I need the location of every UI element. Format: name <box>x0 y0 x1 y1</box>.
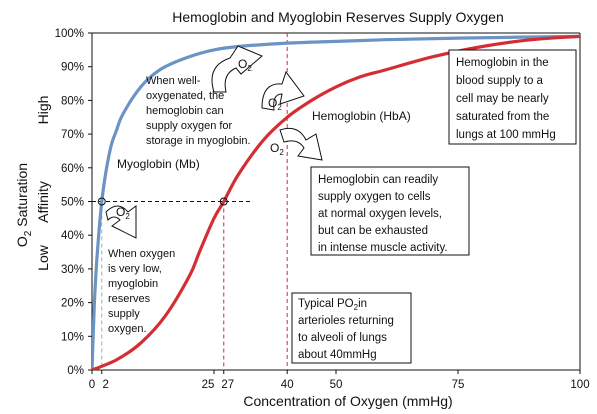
y-tick-label: 70% <box>61 129 84 141</box>
y-axis-label: O2 Saturation <box>14 163 34 247</box>
x-tick-label: 100 <box>570 379 589 391</box>
affinity-high-label: High <box>35 96 51 125</box>
y-tick-label: 90% <box>61 62 84 74</box>
chart-title: Hemoglobin and Myoglobin Reserves Supply… <box>172 9 504 25</box>
x-axis-label: Concentration of Oxygen (mmHg) <box>243 393 452 409</box>
hemoglobin-curve <box>92 34 580 370</box>
o2-arrow-low: O2 <box>105 205 137 239</box>
po2-box: Typical PO2in arterioles returning to al… <box>291 292 412 364</box>
x-tick-label: 25 <box>202 379 215 391</box>
svg-text:O2 Saturation: O2 Saturation <box>14 163 34 247</box>
data-markers <box>97 197 228 206</box>
svg-text:O2: O2 <box>116 205 130 221</box>
hemoglobin-label: Hemoglobin (HbA) <box>312 109 411 123</box>
svg-text:O2: O2 <box>270 141 284 157</box>
x-tick-label: 75 <box>452 379 465 391</box>
y-tick-label: 0% <box>67 365 84 377</box>
y-ticks: 0% 10% 20% 30% 40% 50% 60% 70% 80% 90% 100% <box>55 28 92 377</box>
readily-supply-box: Hemoglobin can readily supply oxygen to … <box>310 166 470 256</box>
y-tick-label: 100% <box>55 28 84 40</box>
y-tick-label: 60% <box>61 163 84 175</box>
y-label-rest: Saturation <box>14 163 30 231</box>
y-tick-label: 10% <box>61 331 84 343</box>
blood-supply-box: Hemoglobin in the blood supply to a cell… <box>448 49 577 145</box>
x-tick-label: 27 <box>221 379 234 391</box>
o2-arrow-middle: O2 <box>261 70 305 112</box>
y-tick-label: 40% <box>61 230 84 242</box>
half-saturation-marker <box>219 197 228 206</box>
x-tick-label: 50 <box>330 379 343 391</box>
y-tick-label: 80% <box>61 95 84 107</box>
svg-text:Hemoglobin in the blood: Hemoglobin in the blood supply to a cell… <box>456 57 556 141</box>
myoglobin-label: Myoglobin (Mb) <box>117 157 200 171</box>
svg-text:Hemoglobin can readily s: Hemoglobin can readily supply oxygen to … <box>318 174 448 254</box>
half-saturation-marker <box>97 197 106 206</box>
well-oxygenated-note: When well- oxygenated, the hemoglobin ca… <box>146 75 251 147</box>
y-tick-label: 30% <box>61 264 84 276</box>
o2-arrow-right: O2 <box>270 127 323 161</box>
affinity-label: Affinity <box>35 181 51 223</box>
x-tick-label: 2 <box>103 379 109 391</box>
y-tick-label: 20% <box>61 298 84 310</box>
x-tick-label: 0 <box>89 379 95 391</box>
y-tick-label: 50% <box>61 197 84 209</box>
low-oxygen-note: When oxygen is very low, myoglobin reser… <box>108 248 178 335</box>
svg-text:O2: O2 <box>238 57 252 73</box>
svg-text:O2: O2 <box>268 96 282 112</box>
svg-text:Typical PO2in arterioles: Typical PO2in arterioles returning to al… <box>298 298 397 361</box>
x-ticks: 0 2 25 27 40 50 75 100 <box>89 370 590 391</box>
o2-arrow-top: O2 <box>211 45 263 93</box>
y-label-o: O <box>14 236 30 247</box>
affinity-low-label: Low <box>35 244 51 271</box>
x-tick-label: 40 <box>281 379 294 391</box>
y-label-sub: 2 <box>23 230 34 236</box>
